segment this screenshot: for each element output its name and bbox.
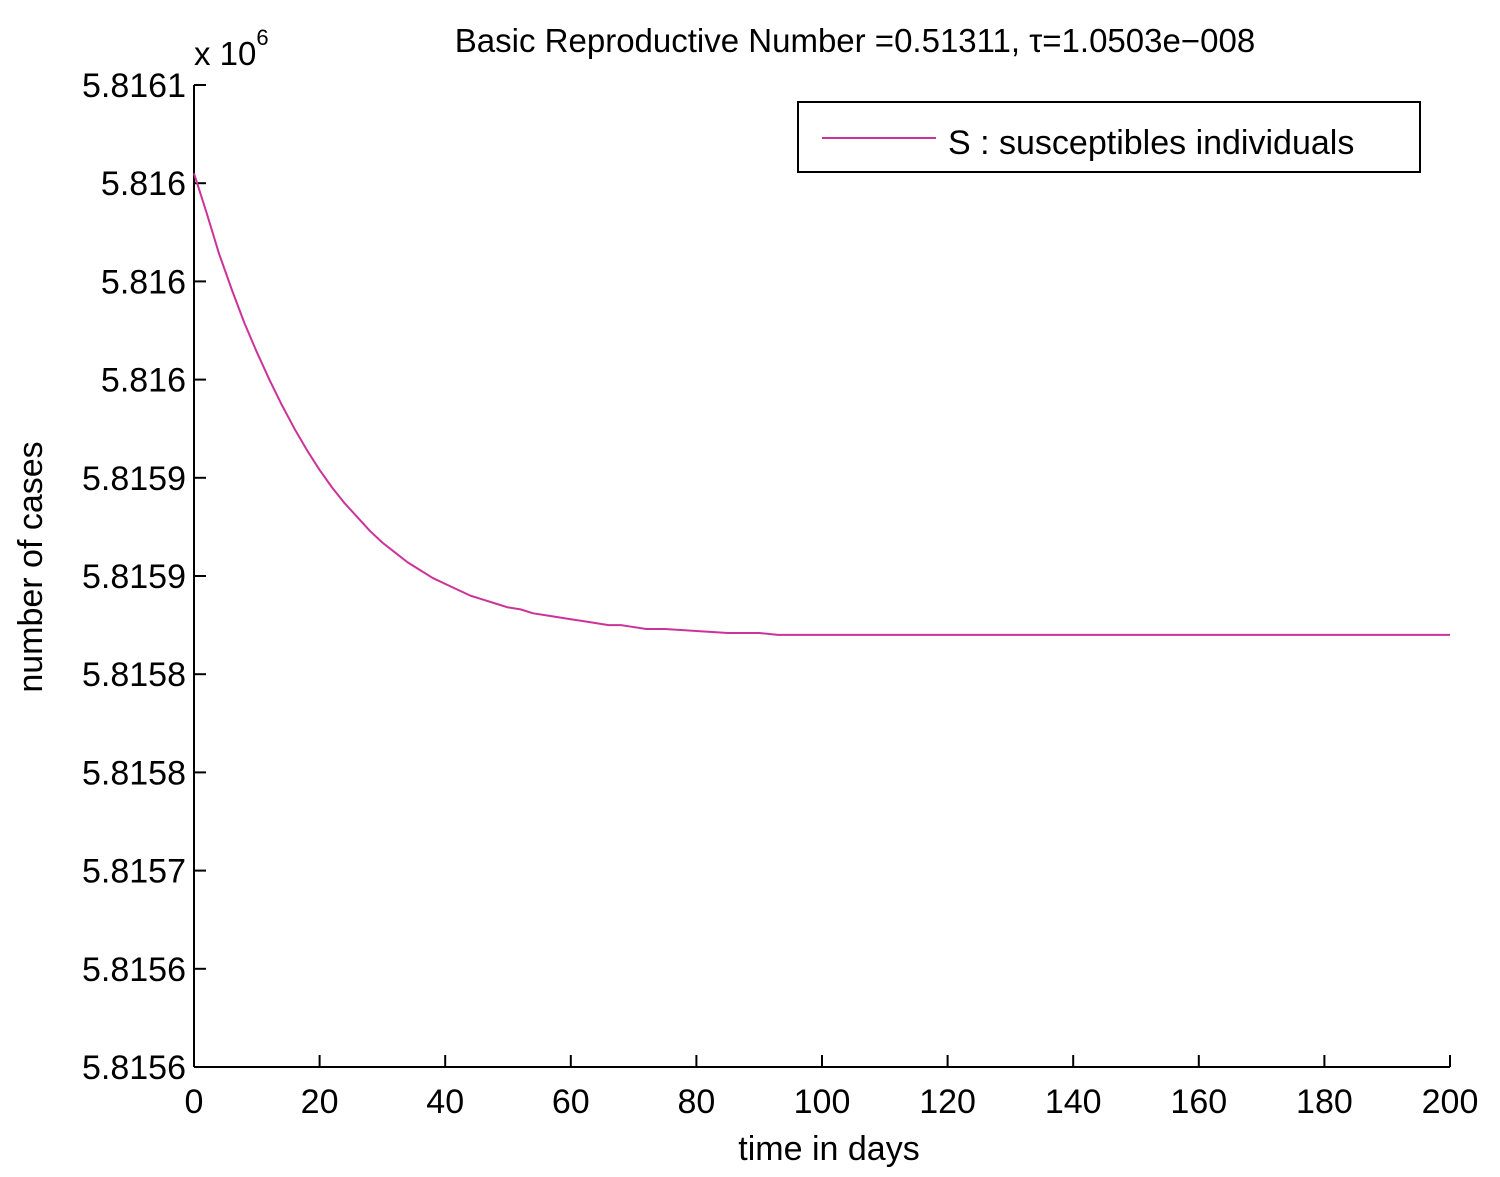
- x-tick-label: 80: [677, 1083, 715, 1121]
- legend: S : susceptibles individuals: [797, 101, 1421, 173]
- series-line-susceptibles: [193, 173, 1450, 636]
- y-axis-label: number of cases: [12, 441, 50, 692]
- y-tick-label: 5.816: [101, 165, 186, 203]
- x-tick-label: 20: [301, 1083, 339, 1121]
- chart-title: Basic Reproductive Number =0.51311, τ=1.…: [455, 22, 1255, 59]
- y-axis-multiplier-exponent: 6: [256, 25, 268, 50]
- y-tick-label: 5.816: [101, 362, 186, 400]
- y-tick-label: 5.816: [101, 263, 186, 301]
- x-tick-label: 140: [1045, 1083, 1102, 1121]
- x-tick-label: 60: [552, 1083, 590, 1121]
- x-tick-label: 40: [426, 1083, 464, 1121]
- y-axis-multiplier: x 106: [194, 25, 269, 72]
- x-tick-label: 180: [1296, 1083, 1353, 1121]
- y-tick-label: 5.8158: [82, 656, 186, 694]
- x-tick-label: 100: [794, 1083, 851, 1121]
- y-tick-label: 5.8159: [82, 460, 186, 498]
- y-tick-label: 5.8158: [82, 754, 186, 792]
- y-tick-label: 5.8159: [82, 558, 186, 596]
- y-axis-multiplier-base: x 10: [194, 35, 256, 72]
- plot-area: 0 20 40 60 80 100 120 140 160 180 200 5.8156 5.8156 5…: [82, 67, 1478, 1121]
- x-tick-label: 120: [919, 1083, 976, 1121]
- y-tick-label: 5.8156: [82, 1049, 186, 1087]
- x-axis-label: time in days: [738, 1130, 919, 1168]
- x-tick-label: 200: [1422, 1083, 1479, 1121]
- x-tick-label: 160: [1170, 1083, 1227, 1121]
- y-tick-label: 5.8157: [82, 853, 186, 891]
- x-tick-label: 0: [185, 1083, 204, 1121]
- y-tick-label: 5.8156: [82, 951, 186, 989]
- y-tick-label: 5.8161: [82, 67, 186, 105]
- legend-entry-label: S : susceptibles individuals: [948, 124, 1354, 162]
